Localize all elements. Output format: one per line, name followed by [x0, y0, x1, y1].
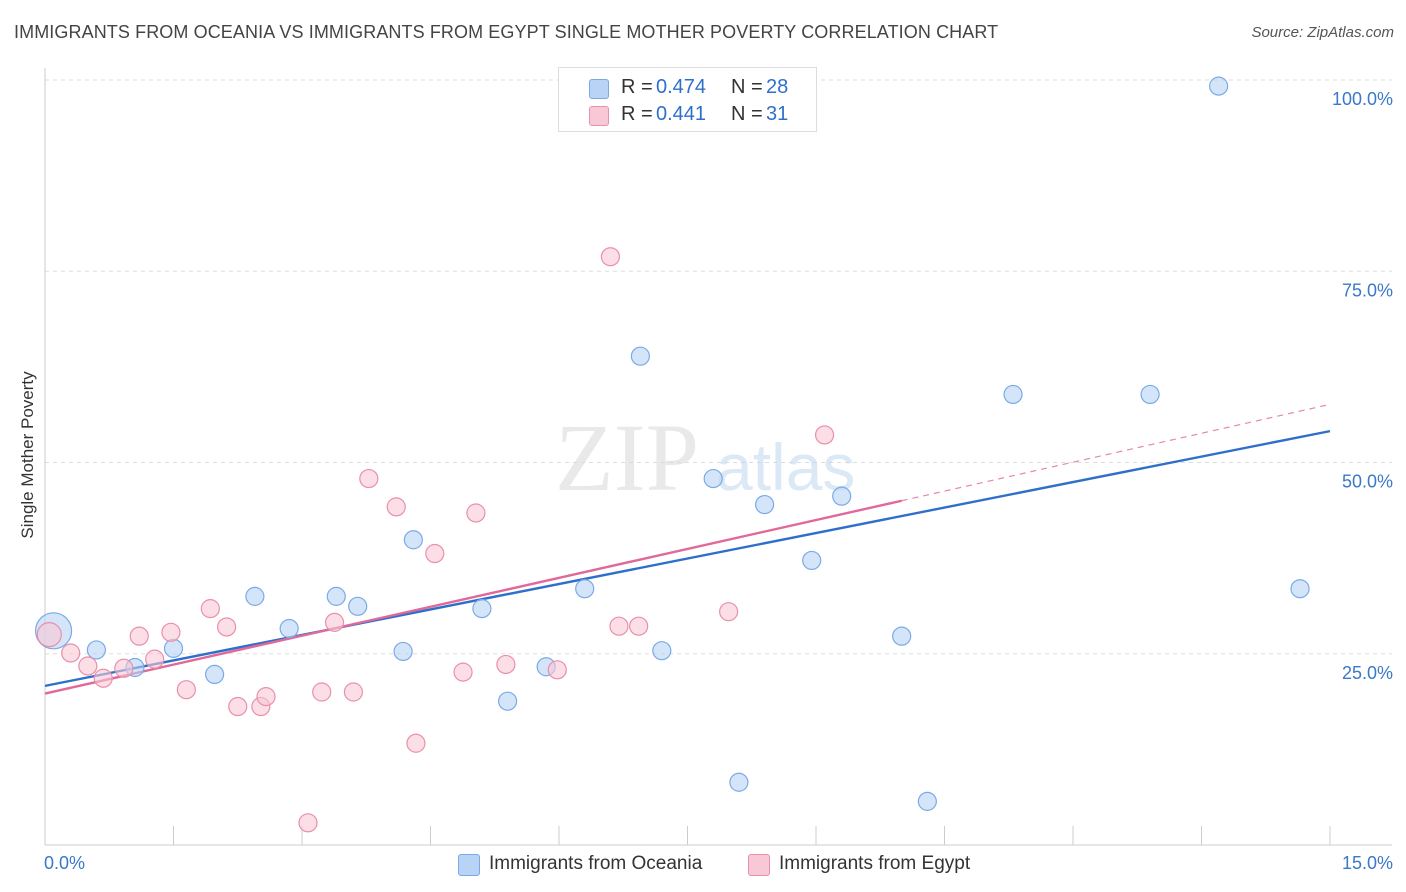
data-points	[34, 76, 1310, 833]
point-oceania	[1140, 384, 1160, 405]
point-oceania	[86, 640, 107, 660]
point-egypt	[114, 658, 134, 678]
bottom-legend-oceania: Immigrants from Oceania	[458, 852, 728, 878]
legend-r-label: R =	[621, 76, 653, 98]
point-oceania	[802, 550, 822, 571]
legend-n-label: N =	[731, 103, 763, 125]
point-oceania	[163, 638, 184, 658]
point-egypt	[600, 247, 621, 267]
legend-r-label: R =	[621, 103, 653, 125]
point-oceania	[393, 641, 413, 662]
point-egypt	[406, 733, 426, 753]
point-egypt	[719, 602, 739, 622]
point-egypt	[359, 468, 379, 489]
point-egypt	[228, 696, 248, 717]
point-oceania	[630, 346, 650, 366]
point-egypt	[256, 686, 276, 707]
point-egypt	[312, 682, 332, 702]
point-egypt	[200, 599, 220, 619]
point-egypt	[93, 668, 113, 688]
point-egypt	[61, 643, 81, 663]
chart-title: IMMIGRANTS FROM OCEANIA VS IMMIGRANTS FR…	[14, 22, 999, 42]
watermark-atlas: atlas	[716, 430, 855, 504]
point-egypt	[496, 654, 516, 675]
legend-n-value: 31	[766, 103, 789, 125]
legend-swatch-oceania	[589, 79, 609, 99]
legend-row-oceania: R = 0.474 N = 28	[559, 74, 816, 102]
point-egypt	[298, 813, 318, 833]
trend-line-oceania	[44, 429, 1331, 688]
point-egypt	[36, 622, 62, 648]
legend-r-value: 0.441	[656, 103, 707, 125]
point-oceania	[652, 641, 672, 661]
point-egypt	[161, 622, 181, 642]
correlation-legend: R = 0.474 N = 28 R = 0.441 N = 31	[558, 67, 817, 132]
point-egypt	[343, 682, 363, 702]
point-egypt	[453, 662, 473, 682]
point-egypt	[324, 612, 345, 632]
trend-line-extension-egypt	[901, 403, 1331, 502]
x-tick-label: 0.0%	[44, 853, 85, 873]
x-tick-label: 15.0%	[1342, 853, 1393, 873]
point-egypt	[609, 616, 629, 636]
point-oceania	[472, 599, 492, 619]
trend-line-egypt	[44, 499, 902, 695]
point-egypt	[425, 543, 445, 564]
y-tick-label: 100.0%	[1332, 89, 1393, 109]
trend-lines	[44, 403, 1331, 695]
point-egypt	[814, 425, 835, 445]
point-egypt	[78, 656, 98, 676]
point-oceania	[917, 791, 937, 811]
point-egypt	[466, 503, 486, 523]
point-egypt	[629, 616, 649, 636]
point-egypt	[129, 626, 149, 646]
point-egypt	[386, 497, 406, 517]
point-oceania	[1209, 76, 1229, 96]
y-axis-label: Single Mother Poverty	[18, 371, 37, 539]
bottom-legend-label-oceania: Immigrants from Oceania	[489, 853, 703, 874]
bottom-legend-swatch-egypt	[748, 854, 770, 876]
point-oceania	[403, 530, 423, 550]
legend-n-label: N =	[731, 76, 763, 98]
point-oceania	[1290, 579, 1310, 599]
axes	[44, 68, 1392, 846]
point-egypt	[176, 680, 196, 700]
bottom-legend-egypt: Immigrants from Egypt	[748, 852, 1008, 878]
tick-labels: 25.0% 50.0% 75.0% 100.0% 0.0% 15.0%	[44, 89, 1393, 873]
y-tick-label: 25.0%	[1342, 663, 1393, 683]
point-oceania	[575, 579, 595, 599]
point-oceania	[832, 486, 852, 506]
point-oceania	[326, 586, 346, 606]
point-oceania	[754, 494, 775, 515]
legend-r-value: 0.474	[656, 76, 707, 98]
point-oceania	[245, 586, 265, 606]
legend-swatch-egypt	[589, 106, 609, 126]
point-oceania	[1003, 384, 1023, 405]
point-oceania	[498, 691, 518, 711]
point-oceania	[205, 664, 225, 685]
point-oceania	[703, 468, 723, 489]
gridlines	[45, 79, 1392, 655]
y-tick-label: 75.0%	[1342, 280, 1393, 300]
point-oceania	[348, 596, 368, 616]
source-credit: Source: ZipAtlas.com	[1251, 24, 1394, 41]
bottom-legend-swatch-oceania	[458, 854, 480, 876]
legend-row-egypt: R = 0.441 N = 31	[559, 101, 816, 129]
point-egypt	[217, 617, 237, 637]
point-egypt	[547, 660, 567, 680]
point-oceania	[892, 626, 912, 646]
bottom-legend-label-egypt: Immigrants from Egypt	[779, 853, 971, 874]
y-tick-label: 50.0%	[1342, 472, 1393, 492]
point-oceania	[279, 618, 299, 639]
point-egypt	[145, 649, 165, 669]
watermark: ZIP atlas	[555, 404, 855, 511]
legend-n-value: 28	[766, 76, 789, 98]
point-oceania	[729, 772, 749, 792]
watermark-zip: ZIP	[555, 404, 699, 511]
